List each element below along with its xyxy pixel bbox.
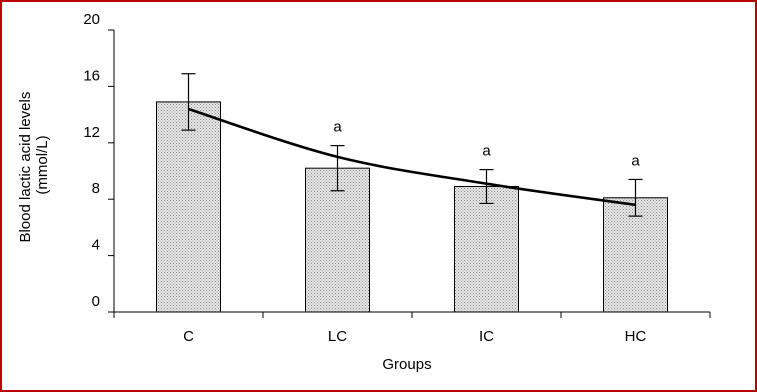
- y-axis-label-line-2: (mmol/L): [34, 135, 51, 194]
- significance-label: a: [333, 119, 342, 136]
- bar: [454, 186, 519, 313]
- x-tick-label: IC: [479, 328, 494, 345]
- x-axis-label: Groups: [382, 356, 431, 373]
- trend-line: [188, 107, 636, 207]
- y-tick-label: 16: [83, 67, 100, 84]
- y-tick-label: 20: [83, 11, 100, 28]
- y-tick-label: 0: [92, 293, 100, 310]
- bar: [156, 101, 221, 313]
- y-tick-label: 8: [92, 180, 100, 197]
- error-bars: [181, 73, 643, 217]
- x-tick-label: C: [183, 328, 194, 345]
- bar: [603, 197, 668, 313]
- bar: [305, 167, 370, 313]
- significance-label: a: [631, 152, 640, 169]
- y-tick-label: 12: [83, 124, 100, 141]
- x-tick-label: LC: [328, 328, 347, 345]
- significance-label: a: [482, 143, 491, 160]
- labels: 0 4 8 12 16 20 C LC a IC a HC a: [83, 11, 646, 345]
- bars: [156, 101, 668, 313]
- y-axis-label: Blood lactic acid levels (mmol/L): [17, 87, 51, 242]
- y-tick-label: 4: [92, 237, 100, 254]
- x-tick-label: HC: [625, 328, 647, 345]
- trend-curve: [188, 107, 636, 207]
- y-axis-label-line-1: Blood lactic acid levels: [17, 92, 34, 243]
